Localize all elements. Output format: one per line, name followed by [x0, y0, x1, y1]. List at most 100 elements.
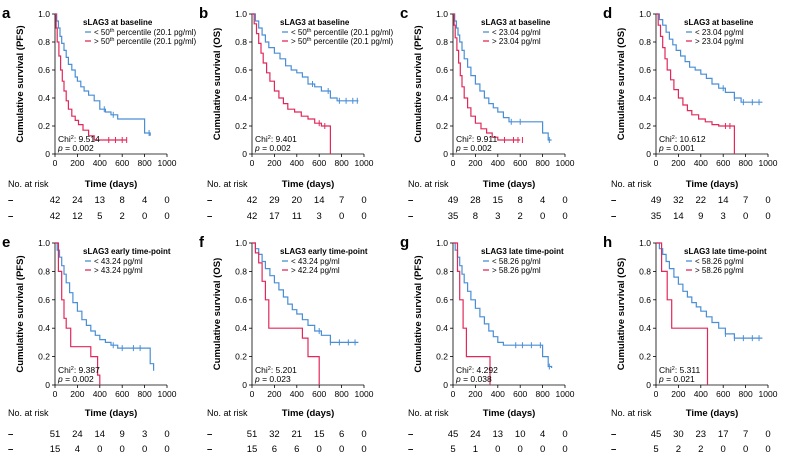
- risk-count: 4: [142, 195, 147, 206]
- risk-row-marker: –: [408, 211, 413, 222]
- y-tick-label: 0.6: [436, 295, 448, 305]
- x-tick-label: 600: [312, 158, 326, 168]
- panel-letter: d: [603, 5, 612, 22]
- risk-count: 0: [562, 429, 567, 440]
- km-series-high: [252, 242, 320, 385]
- risk-table-header: No. at risk: [408, 408, 449, 418]
- y-axis-title: Cumulative survival (PFS): [413, 255, 424, 372]
- x-tick-label: 200: [70, 158, 84, 168]
- risk-count: 42: [50, 211, 61, 222]
- panel-a: a Cumulative survival (PFS) 0 0.2 0.4 0.6 0.8 1…: [2, 5, 197, 222]
- risk-row-marker: –: [207, 429, 212, 440]
- legend-item: > 58.26 pg/ml: [492, 266, 541, 275]
- x-tick-label: 200: [468, 158, 482, 168]
- legend-item: < 58.26 pg/ml: [695, 257, 744, 266]
- risk-count: 0: [164, 429, 169, 440]
- x-tick-label: 600: [716, 158, 730, 168]
- p-value-label: p = 0.002: [455, 143, 492, 153]
- legend-item: > 23.04 pg/ml: [492, 37, 541, 46]
- risk-table-header: No. at risk: [408, 179, 449, 189]
- x-tick-label: 400: [694, 158, 708, 168]
- chi-square-label: Chi2: 9.514: [58, 134, 100, 144]
- y-tick-label: 0.2: [639, 352, 651, 362]
- risk-count: 8: [120, 195, 125, 206]
- risk-count: 9: [120, 429, 125, 440]
- risk-count: 4: [540, 195, 545, 206]
- risk-count: 49: [651, 195, 662, 206]
- y-axis-title: Cumulative survival (OS): [212, 258, 223, 370]
- x-tick-label: 800: [138, 158, 152, 168]
- legend-item: < 50th percentile (20.1 pg/ml): [291, 28, 394, 37]
- x-tick-label: 400: [491, 389, 505, 399]
- x-axis-title: Time (days): [483, 179, 536, 190]
- risk-count: 0: [361, 195, 366, 206]
- risk-count: 0: [142, 211, 147, 222]
- x-tick-label: 600: [115, 389, 129, 399]
- risk-count: 13: [95, 195, 106, 206]
- legend-item: > 50th percentile (20.1 pg/ml): [291, 37, 394, 46]
- y-tick-label: 0.2: [235, 352, 247, 362]
- risk-count: 15: [314, 429, 325, 440]
- risk-count: 0: [765, 211, 770, 222]
- risk-count: 12: [72, 211, 83, 222]
- y-axis-title: Cumulative survival (PFS): [15, 25, 26, 142]
- y-tick-label: 0: [242, 149, 247, 159]
- panel-e: e Cumulative survival (PFS) 0 0.2 0.4 0.6 0.8 1…: [2, 234, 177, 455]
- y-tick-label: 1.0: [639, 9, 651, 19]
- y-tick-label: 0: [45, 380, 50, 390]
- y-tick-label: 1.0: [38, 9, 50, 19]
- legend-item: < 43.24 pg/ml: [94, 257, 143, 266]
- y-tick-label: 0.6: [235, 295, 247, 305]
- x-tick-label: 400: [290, 158, 304, 168]
- risk-count: 1: [473, 444, 478, 455]
- legend-item: < 58.26 pg/ml: [492, 257, 541, 266]
- risk-row-marker: –: [611, 429, 616, 440]
- y-tick-label: 0.2: [436, 352, 448, 362]
- legend-title: sLAG3 at baseline: [684, 18, 754, 27]
- y-axis-title: Cumulative survival (OS): [212, 28, 223, 140]
- risk-row-marker: –: [207, 195, 212, 206]
- x-axis-title: Time (days): [483, 408, 536, 419]
- risk-count: 0: [361, 429, 366, 440]
- p-value-label: p = 0.001: [658, 143, 695, 153]
- y-tick-label: 0.8: [436, 266, 448, 276]
- x-tick-label: 0: [451, 389, 456, 399]
- km-series-low: [453, 242, 553, 368]
- p-value-label: p = 0.021: [658, 374, 695, 384]
- x-axis-title: Time (days): [85, 179, 138, 190]
- risk-count: 0: [361, 444, 366, 455]
- y-tick-label: 1.0: [436, 9, 448, 19]
- y-tick-label: 0.8: [639, 266, 651, 276]
- risk-row-marker: –: [8, 429, 13, 440]
- y-tick-label: 0.4: [235, 93, 247, 103]
- risk-table-header: No. at risk: [611, 179, 652, 189]
- x-axis-title: Time (days): [686, 179, 739, 190]
- risk-table-header: No. at risk: [8, 408, 49, 418]
- y-tick-label: 0.4: [235, 323, 247, 333]
- y-tick-label: 0: [443, 380, 448, 390]
- risk-count: 0: [721, 444, 726, 455]
- y-tick-label: 0.2: [38, 121, 50, 131]
- risk-count: 0: [562, 444, 567, 455]
- x-tick-label: 1000: [355, 158, 374, 168]
- risk-count: 3: [495, 211, 500, 222]
- risk-count: 0: [164, 444, 169, 455]
- y-tick-label: 0.2: [38, 352, 50, 362]
- x-tick-label: 600: [513, 158, 527, 168]
- risk-count: 0: [164, 211, 169, 222]
- legend-title: sLAG3 at baseline: [481, 18, 551, 27]
- risk-count: 20: [292, 195, 303, 206]
- risk-row-marker: –: [408, 429, 413, 440]
- risk-count: 51: [247, 429, 258, 440]
- y-tick-label: 0.2: [436, 121, 448, 131]
- panel-g: g Cumulative survival (PFS) 0 0.2 0.4 0.6 0.8 1…: [400, 234, 575, 455]
- risk-row-marker: –: [8, 211, 13, 222]
- risk-count: 5: [450, 444, 455, 455]
- x-tick-label: 800: [138, 389, 152, 399]
- risk-row-marker: –: [207, 444, 212, 455]
- x-axis-title: Time (days): [85, 408, 138, 419]
- risk-count: 14: [95, 429, 106, 440]
- y-tick-label: 0.8: [38, 266, 50, 276]
- km-series-high: [453, 13, 521, 141]
